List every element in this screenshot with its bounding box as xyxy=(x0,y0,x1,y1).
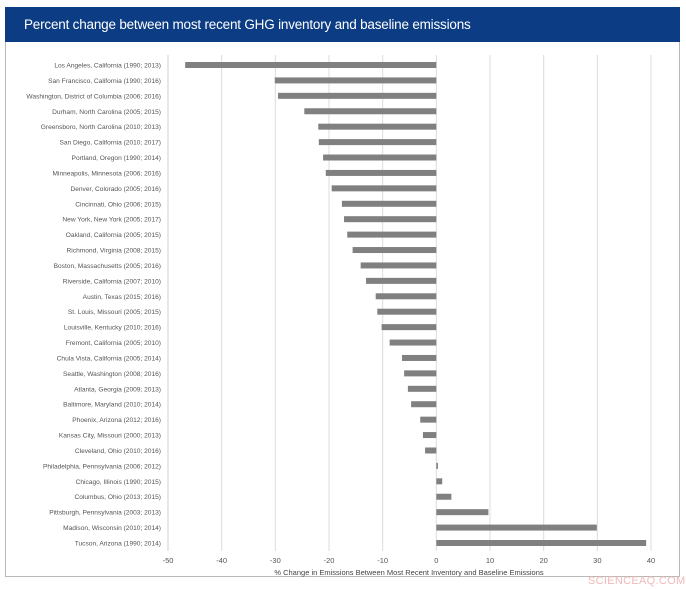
bar xyxy=(436,493,452,500)
y-category-label: Pittsburgh, Pennsylvania (2003; 2013) xyxy=(49,510,161,517)
bar xyxy=(278,92,437,99)
x-axis-title: % Change in Emissions Between Most Recen… xyxy=(274,568,544,577)
y-category-label: Durham, North Carolina (2005; 2015) xyxy=(52,109,161,116)
y-category-label: Los Angeles, California (1990; 2013) xyxy=(54,63,161,70)
x-tick-label: -20 xyxy=(324,556,335,565)
bar xyxy=(436,524,597,531)
x-tick-label: 0 xyxy=(434,556,438,565)
y-category-label: Baltimore, Maryland (2010; 2014) xyxy=(63,402,161,409)
bar xyxy=(318,123,437,130)
y-category-label: Oakland, California (2005; 2015) xyxy=(66,232,161,239)
bar xyxy=(407,385,437,392)
x-tick-label: -10 xyxy=(377,556,388,565)
bar xyxy=(436,509,489,516)
y-category-label: St. Louis, Missouri (2005; 2015) xyxy=(68,309,161,316)
y-category-label: Tucson, Arizona (1990; 2014) xyxy=(75,541,161,548)
bar xyxy=(401,354,437,361)
x-tick-label: -50 xyxy=(163,556,174,565)
y-category-label: San Francisco, California (1990; 2016) xyxy=(48,78,161,85)
bar xyxy=(325,169,437,176)
y-category-label: Seattle, Washington (2008; 2016) xyxy=(63,371,161,378)
y-category-label: Atlanta, Georgia (2009; 2013) xyxy=(74,386,161,393)
bar xyxy=(185,62,437,68)
y-category-label: Richmond, Virginia (2008; 2015) xyxy=(67,248,161,255)
bar xyxy=(425,447,437,454)
y-category-label: Minneapolis, Minnesota (2006; 2016) xyxy=(53,170,162,177)
y-category-label: San Diego, California (2010; 2017) xyxy=(59,140,161,147)
y-category-label: Madison, Wisconsin (2010; 2014) xyxy=(63,525,161,532)
y-category-label: Philadelphia, Pennsylvania (2006; 2012) xyxy=(43,463,161,470)
bar xyxy=(420,416,437,423)
bar xyxy=(274,77,437,84)
bar xyxy=(422,432,437,439)
y-category-label: Cleveland, Ohio (2010; 2016) xyxy=(75,448,161,455)
y-category-label: Washington, District of Columbia (2006; … xyxy=(26,93,161,100)
chart-title: Percent change between most recent GHG i… xyxy=(5,7,680,42)
y-category-label: New York, New York (2005; 2017) xyxy=(62,217,161,224)
bar xyxy=(304,108,437,115)
y-category-label: Columbus, Ohio (2013; 2015) xyxy=(74,494,161,501)
y-category-label: Chicago, Illinois (1990; 2015) xyxy=(76,479,161,486)
bar xyxy=(344,216,437,223)
bar xyxy=(404,370,437,377)
x-tick-label: 30 xyxy=(593,556,601,565)
y-category-label: Phoenix, Arizona (2012; 2016) xyxy=(72,417,161,424)
y-category-label: Greensboro, North Carolina (2010; 2013) xyxy=(41,124,161,131)
bar xyxy=(375,293,437,300)
y-category-label: Louisville, Kentucky (2010; 2016) xyxy=(64,325,161,332)
y-category-label: Fremont, California (2005; 2010) xyxy=(66,340,161,347)
x-tick-label: 10 xyxy=(486,556,494,565)
watermark: SCIENCEAQ.COM xyxy=(588,575,686,587)
bar xyxy=(436,540,647,546)
y-category-label: Riverside, California (2007; 2010) xyxy=(63,278,161,285)
y-category-label: Cincinnati, Ohio (2006; 2015) xyxy=(75,201,161,208)
y-category-label: Boston, Massachusetts (2005; 2016) xyxy=(54,263,161,270)
bar xyxy=(411,401,437,408)
x-tick-label: 40 xyxy=(647,556,655,565)
bar xyxy=(389,339,437,346)
y-category-label: Austin, Texas (2015; 2016) xyxy=(83,294,161,301)
x-tick-label: 20 xyxy=(539,556,547,565)
bar xyxy=(352,247,437,254)
y-category-label: Portland, Oregon (1990; 2014) xyxy=(72,155,161,162)
x-tick-label: -40 xyxy=(216,556,227,565)
bar xyxy=(377,308,437,315)
bar xyxy=(347,231,437,238)
bar xyxy=(341,200,437,207)
bar xyxy=(360,262,437,269)
y-category-label: Denver, Colorado (2005; 2016) xyxy=(70,186,161,193)
bar xyxy=(331,185,437,192)
bar xyxy=(323,154,437,161)
bar xyxy=(318,139,437,146)
x-tick-label: -30 xyxy=(270,556,281,565)
bar xyxy=(366,277,437,284)
y-category-label: Kansas City, Missouri (2000; 2013) xyxy=(59,433,161,440)
bar xyxy=(436,462,438,469)
bar xyxy=(381,324,437,331)
y-category-label: Chula Vista, California (2005; 2014) xyxy=(57,355,161,362)
bar xyxy=(436,478,443,485)
